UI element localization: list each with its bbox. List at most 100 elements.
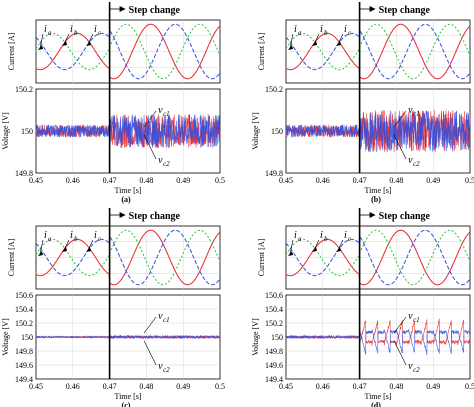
x-tick-label: 0.46: [316, 382, 330, 391]
label-vc1-sub: c1: [413, 316, 420, 324]
series-ia-line: [285, 23, 471, 80]
y-tick-label: 150.4: [15, 305, 33, 314]
arrow-right-icon: [369, 6, 376, 12]
label-ic_sub: c: [348, 235, 352, 243]
arrow-right-icon: [369, 212, 376, 218]
label-vc2-sub: c2: [163, 366, 170, 374]
panel-caption: (c): [122, 401, 131, 407]
x-tick-label: 0.49: [176, 382, 190, 391]
label-arrow: [393, 340, 407, 366]
arrowhead-icon: [62, 41, 67, 46]
label-arrow: [87, 239, 94, 251]
arrowhead-icon: [336, 41, 341, 46]
x-tick-label: 0.48: [389, 176, 403, 185]
series-ia-line: [35, 229, 221, 286]
arrowhead-icon: [312, 247, 317, 252]
x-tick-label: 0.5: [215, 176, 225, 185]
y-tick-label: 149.8: [15, 347, 33, 356]
label-arrow: [393, 134, 407, 160]
x-tick-label: 0.5: [465, 176, 474, 185]
label-arrow: [63, 33, 70, 45]
label-ia_sub: a: [298, 29, 302, 37]
y-tick-label: 149.4: [15, 375, 33, 384]
label-ib_sub: b: [324, 29, 328, 37]
panel-caption: (b): [371, 195, 381, 204]
label-arrow: [87, 33, 94, 45]
x-tick-label: 0.47: [103, 176, 117, 185]
x-axis-label: Time [s]: [114, 392, 141, 401]
y-tick-label: 150.2: [265, 319, 283, 328]
y-tick-label: 150.2: [15, 319, 33, 328]
series-vc2-line: [35, 114, 221, 148]
y-tick-label: 150: [21, 333, 33, 342]
x-tick-label: 0.45: [29, 382, 43, 391]
current-axis-label: Current [A]: [257, 32, 266, 70]
label-arrow: [143, 316, 157, 334]
label-ia: i: [294, 230, 297, 241]
arrow-right-icon: [119, 212, 126, 218]
label-arrow: [39, 239, 44, 255]
label-vc2-sub: c2: [163, 160, 170, 168]
label-arrow: [143, 340, 157, 366]
label-arrow: [393, 316, 407, 334]
x-tick-label: 0.47: [103, 382, 117, 391]
x-tick-label: 0.45: [29, 176, 43, 185]
label-vc2: v: [158, 155, 163, 166]
label-ic_sub: c: [348, 29, 352, 37]
series-ia-line: [35, 23, 221, 80]
y-tick-label: 149.4: [265, 375, 283, 384]
x-tick-label: 0.46: [316, 176, 330, 185]
arrowhead-icon: [336, 247, 341, 252]
x-tick-label: 0.49: [426, 382, 440, 391]
x-tick-label: 0.5: [215, 382, 225, 391]
arrowhead-icon: [312, 41, 317, 46]
label-vc1: v: [408, 311, 413, 322]
arrowhead-icon: [86, 247, 91, 252]
label-arrow: [289, 33, 294, 49]
y-tick-label: 150: [271, 333, 283, 342]
step-change-label: Step change: [379, 211, 431, 222]
label-ia: i: [44, 24, 47, 35]
label-ia: i: [44, 230, 47, 241]
label-vc1-sub: c1: [163, 316, 170, 324]
y-tick-label: 150.2: [15, 85, 33, 94]
x-tick-label: 0.49: [426, 176, 440, 185]
label-arrow: [393, 110, 407, 128]
arrowhead-icon: [86, 41, 91, 46]
x-tick-label: 0.47: [353, 176, 367, 185]
y-tick-label: 149.6: [265, 361, 283, 370]
y-tick-label: 149.8: [265, 169, 283, 178]
step-change-label: Step change: [379, 5, 431, 16]
label-ia_sub: a: [48, 29, 52, 37]
y-tick-label: 150.6: [15, 291, 33, 300]
x-tick-label: 0.49: [176, 176, 190, 185]
y-tick-label: 150.6: [265, 291, 283, 300]
x-tick-label: 0.47: [353, 382, 367, 391]
series-ia-line: [285, 229, 471, 286]
label-arrow: [337, 33, 344, 45]
x-tick-label: 0.46: [66, 176, 80, 185]
label-vc1-sub: c1: [163, 110, 170, 118]
arrow-right-icon: [119, 6, 126, 12]
label-vc2-sub: c2: [413, 366, 420, 374]
label-ia_sub: a: [298, 235, 302, 243]
label-ia: i: [294, 24, 297, 35]
arrowhead-icon: [38, 251, 43, 256]
label-ib: i: [320, 230, 323, 241]
voltage-axis-label: Voltage [V]: [251, 112, 260, 150]
x-tick-label: 0.48: [389, 382, 403, 391]
label-arrow: [63, 239, 70, 251]
label-arrow: [143, 134, 157, 160]
y-tick-label: 149.8: [265, 347, 283, 356]
label-ic_sub: c: [98, 29, 102, 37]
y-tick-label: 149.8: [15, 169, 33, 178]
step-change-label: Step change: [129, 211, 181, 222]
current-axis-label: Current [A]: [7, 32, 16, 70]
y-tick-label: 150.4: [265, 305, 283, 314]
current-axis-label: Current [A]: [257, 238, 266, 276]
arrowhead-icon: [62, 247, 67, 252]
